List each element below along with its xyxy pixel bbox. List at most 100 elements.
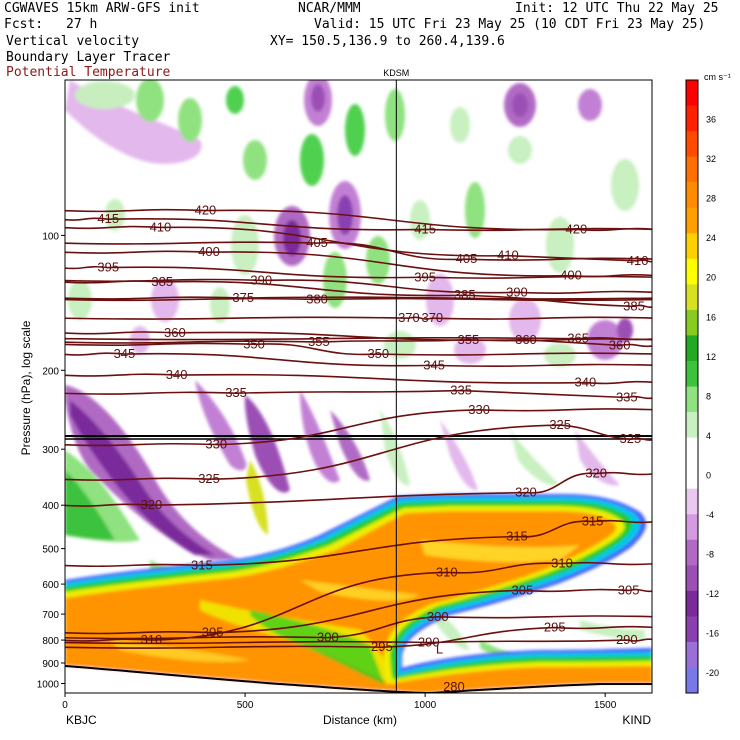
theta-contour-label: 290 bbox=[616, 632, 638, 647]
theta-contour-label: 375 bbox=[232, 290, 254, 305]
terrain-line bbox=[65, 665, 652, 693]
colorbar-swatch bbox=[686, 233, 698, 260]
colorbar-swatch bbox=[686, 360, 698, 387]
plot-frame bbox=[64, 79, 653, 694]
colorbar: -20 -16 -12 -8 -4 0 4 8 12 16 20 24 28 32 36 bbox=[685, 79, 719, 694]
theta-contour-label: 305 bbox=[202, 625, 224, 640]
theta-contour-label: 415 bbox=[414, 221, 436, 236]
header-field-1: Vertical velocity bbox=[6, 34, 140, 49]
theta-contour-label: 325 bbox=[620, 431, 642, 446]
bottom-theta-label: 280 bbox=[443, 679, 465, 694]
theta-contour-label: 360 bbox=[164, 325, 186, 340]
theta-contour-label: 360 bbox=[515, 332, 537, 347]
theta-contour-label: 390 bbox=[250, 272, 272, 287]
colorbar-swatch bbox=[686, 412, 698, 439]
theta-contour-label: 305 bbox=[512, 582, 534, 597]
colorbar-swatch bbox=[686, 488, 698, 515]
theta-contour-label: 300 bbox=[317, 630, 339, 645]
colorbar-tick-label: -8 bbox=[706, 550, 714, 560]
theta-contour-label: 410 bbox=[497, 248, 519, 263]
colorbar-swatch bbox=[686, 105, 698, 132]
theta-contour-line bbox=[65, 338, 652, 344]
header-valid: Valid: 15 UTC Fri 23 May 25 (10 CDT Fri … bbox=[314, 17, 706, 32]
theta-contour-label: 415 bbox=[97, 211, 119, 226]
theta-contour-line bbox=[65, 352, 652, 368]
theta-contour-line bbox=[65, 250, 652, 278]
theta-contour-label: 410 bbox=[627, 253, 649, 268]
theta-contour-line bbox=[65, 424, 652, 481]
colorbar-tick-label: -20 bbox=[706, 668, 719, 678]
theta-contour-label: 390 bbox=[506, 284, 528, 299]
theta-contour-label: 325 bbox=[198, 471, 220, 486]
y-tick-label: 400 bbox=[42, 501, 59, 512]
x-axis-ticks: 0 500 1000 1500 bbox=[62, 693, 617, 711]
theta-contour-label: 315 bbox=[191, 557, 213, 572]
colorbar-swatch bbox=[686, 335, 698, 362]
theta-contour-label: 405 bbox=[456, 251, 478, 266]
theta-contour-line bbox=[65, 316, 652, 320]
theta-contour-label: 400 bbox=[560, 268, 582, 283]
theta-contour-label: 345 bbox=[114, 346, 136, 361]
header-model: CGWAVES 15km ARW-GFS init bbox=[4, 1, 200, 16]
theta-contour-label: 365 bbox=[567, 331, 589, 346]
colorbar-units: cm s⁻¹ bbox=[704, 72, 731, 82]
header-field-2: Boundary Layer Tracer bbox=[6, 50, 171, 65]
theta-contour-label: 335 bbox=[616, 389, 638, 404]
colorbar-tick-label: 0 bbox=[706, 470, 711, 480]
colorbar-swatch bbox=[686, 207, 698, 234]
colorbar-swatch bbox=[686, 80, 698, 107]
theta-contour-label: 310 bbox=[551, 556, 573, 571]
theta-contour-line bbox=[65, 336, 652, 341]
theta-contour-line bbox=[65, 342, 652, 356]
colorbar-swatch bbox=[686, 565, 698, 592]
theta-contour-label: 315 bbox=[582, 514, 604, 529]
colorbar-swatch bbox=[686, 514, 698, 541]
station-right-label: KIND bbox=[622, 713, 651, 727]
y-tick-label: 100 bbox=[42, 231, 59, 242]
theta-contour-label: 350 bbox=[243, 336, 265, 351]
header-xy: XY= 150.5,136.9 to 260.4,139.6 bbox=[270, 34, 505, 49]
header-org: NCAR/MMM bbox=[298, 1, 361, 16]
y-tick-label: 500 bbox=[42, 545, 59, 556]
theta-contour-line bbox=[65, 625, 652, 649]
theta-contour-label: 405 bbox=[306, 235, 328, 250]
theta-contour-label: 315 bbox=[506, 529, 528, 544]
theta-contour-label: 350 bbox=[367, 346, 389, 361]
y-tick-label: 1000 bbox=[37, 680, 60, 691]
colorbar-swatch bbox=[686, 590, 698, 617]
y-tick-label: 800 bbox=[42, 636, 59, 647]
theta-contour-label: 320 bbox=[141, 497, 163, 512]
header-init: Init: 12 UTC Thu 22 May 25 bbox=[515, 1, 719, 16]
theta-contour-label: 295 bbox=[371, 639, 393, 654]
theta-contour-label: 385 bbox=[454, 287, 476, 302]
theta-contour-label: 400 bbox=[198, 244, 220, 259]
theta-contour-line bbox=[65, 471, 652, 507]
theta-contour-line bbox=[65, 208, 652, 232]
colorbar-tick-label: -12 bbox=[706, 589, 719, 599]
theta-contour-labels: 290 290 295 295 300 300 305 305 305 310 310 310 315 3… bbox=[97, 203, 648, 655]
station-left-label: KBJC bbox=[66, 713, 97, 727]
theta-contour-label: 295 bbox=[544, 620, 566, 635]
x-tick-label: 500 bbox=[237, 700, 254, 711]
colorbar-tick-label: 24 bbox=[706, 233, 716, 243]
colorbar-swatch bbox=[686, 182, 698, 209]
theta-contour-label: 385 bbox=[151, 274, 173, 289]
x-tick-label: 1000 bbox=[414, 700, 437, 711]
theta-contour-label: 310 bbox=[141, 632, 163, 647]
theta-contour-label: 320 bbox=[585, 466, 607, 481]
theta-contour-label: 325 bbox=[549, 417, 571, 432]
theta-contour-label: 395 bbox=[414, 269, 436, 284]
y-tick-label: 300 bbox=[42, 445, 59, 456]
colorbar-swatch bbox=[686, 156, 698, 183]
colorbar-swatch bbox=[686, 284, 698, 311]
theta-contour-label: 355 bbox=[457, 332, 479, 347]
y-axis-label: Pressure (hPa), log scale bbox=[19, 320, 33, 455]
colorbar-swatch bbox=[686, 437, 698, 464]
theta-contour-label: 380 bbox=[306, 291, 328, 306]
colorbar-tick-label: -4 bbox=[706, 510, 714, 520]
colorbar-tick-label: -16 bbox=[706, 629, 719, 639]
colorbar-swatch bbox=[686, 386, 698, 413]
theta-contour-label: 420 bbox=[195, 203, 217, 218]
colorbar-tick-label: 20 bbox=[706, 273, 716, 283]
